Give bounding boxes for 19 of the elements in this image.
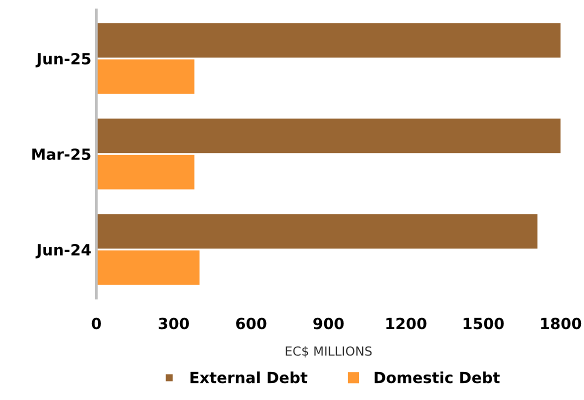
legend-label: External Debt [190, 371, 308, 384]
bar [96, 214, 538, 249]
y-tick-label: Jun-24 [36, 244, 91, 258]
bar [96, 118, 561, 154]
legend-label: Domestic Debt [374, 371, 500, 384]
y-tick-label: Mar-25 [32, 148, 90, 160]
x-tick-label: 600 [236, 318, 266, 330]
bar [96, 59, 194, 94]
x-tick-label: 900 [313, 318, 344, 330]
x-tick-label: 1200 [386, 318, 426, 330]
bar [96, 154, 194, 190]
bar [96, 250, 200, 285]
x-tick-label: 1500 [464, 318, 504, 330]
y-tick-label: Jun-25 [36, 52, 90, 68]
x-axis-title: EC$ MILLIONS [286, 346, 372, 358]
x-tick-label: 300 [158, 318, 189, 330]
x-tick-label: 0 [92, 318, 101, 330]
bar [96, 23, 561, 58]
x-tick-label: 1800 [541, 318, 582, 330]
